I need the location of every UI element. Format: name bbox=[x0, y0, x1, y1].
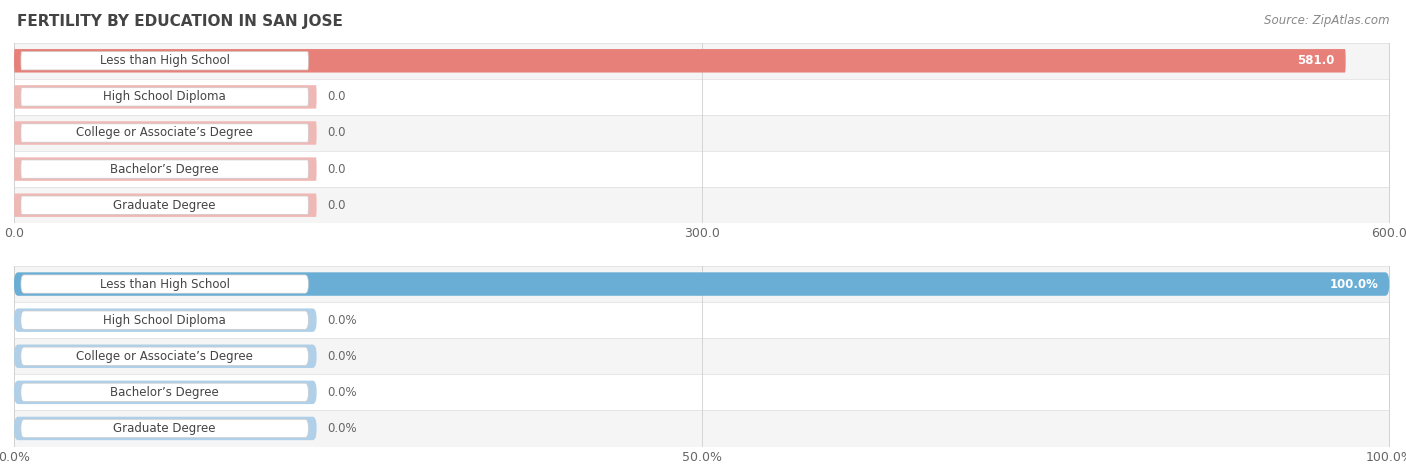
FancyBboxPatch shape bbox=[14, 157, 316, 181]
Text: 0.0: 0.0 bbox=[328, 199, 346, 212]
FancyBboxPatch shape bbox=[14, 308, 316, 332]
FancyBboxPatch shape bbox=[14, 380, 316, 404]
Bar bbox=[14, 302, 1389, 338]
Text: Bachelor’s Degree: Bachelor’s Degree bbox=[110, 386, 219, 399]
Text: College or Associate’s Degree: College or Associate’s Degree bbox=[76, 126, 253, 140]
Text: Bachelor’s Degree: Bachelor’s Degree bbox=[110, 162, 219, 176]
Bar bbox=[14, 79, 1389, 115]
Text: Graduate Degree: Graduate Degree bbox=[114, 199, 217, 212]
Bar bbox=[14, 151, 1389, 187]
Bar bbox=[14, 302, 1389, 338]
Bar bbox=[14, 43, 1389, 79]
Bar bbox=[14, 410, 1389, 446]
Bar bbox=[14, 338, 1389, 374]
Bar bbox=[14, 374, 1389, 410]
Bar bbox=[14, 266, 1389, 302]
FancyBboxPatch shape bbox=[14, 193, 316, 217]
Text: 0.0%: 0.0% bbox=[328, 386, 357, 399]
Bar bbox=[14, 43, 1389, 79]
FancyBboxPatch shape bbox=[21, 196, 308, 214]
Bar bbox=[14, 374, 1389, 410]
FancyBboxPatch shape bbox=[21, 124, 308, 142]
FancyBboxPatch shape bbox=[21, 383, 308, 401]
FancyBboxPatch shape bbox=[14, 344, 316, 368]
Text: 0.0: 0.0 bbox=[328, 162, 346, 176]
Bar bbox=[14, 115, 1389, 151]
Bar bbox=[14, 79, 1389, 115]
Text: 0.0%: 0.0% bbox=[328, 314, 357, 327]
Text: 100.0%: 100.0% bbox=[1329, 277, 1378, 291]
FancyBboxPatch shape bbox=[14, 417, 316, 440]
Bar bbox=[14, 338, 1389, 374]
Bar bbox=[14, 187, 1389, 223]
Bar bbox=[14, 187, 1389, 223]
Bar bbox=[14, 266, 1389, 302]
FancyBboxPatch shape bbox=[14, 121, 316, 145]
Text: High School Diploma: High School Diploma bbox=[103, 90, 226, 104]
Text: 0.0%: 0.0% bbox=[328, 422, 357, 435]
FancyBboxPatch shape bbox=[21, 347, 308, 365]
FancyBboxPatch shape bbox=[21, 275, 308, 293]
Text: 581.0: 581.0 bbox=[1298, 54, 1334, 67]
Text: 0.0: 0.0 bbox=[328, 126, 346, 140]
FancyBboxPatch shape bbox=[14, 49, 1346, 73]
Text: College or Associate’s Degree: College or Associate’s Degree bbox=[76, 350, 253, 363]
Text: High School Diploma: High School Diploma bbox=[103, 314, 226, 327]
FancyBboxPatch shape bbox=[21, 160, 308, 178]
Bar bbox=[14, 115, 1389, 151]
FancyBboxPatch shape bbox=[21, 52, 308, 70]
Bar bbox=[14, 151, 1389, 187]
Text: Graduate Degree: Graduate Degree bbox=[114, 422, 217, 435]
Text: 0.0: 0.0 bbox=[328, 90, 346, 104]
Text: Less than High School: Less than High School bbox=[100, 54, 229, 67]
Text: 0.0%: 0.0% bbox=[328, 350, 357, 363]
FancyBboxPatch shape bbox=[21, 311, 308, 329]
FancyBboxPatch shape bbox=[14, 272, 1389, 296]
FancyBboxPatch shape bbox=[21, 419, 308, 437]
Text: FERTILITY BY EDUCATION IN SAN JOSE: FERTILITY BY EDUCATION IN SAN JOSE bbox=[17, 14, 343, 29]
Bar bbox=[14, 410, 1389, 446]
Text: Less than High School: Less than High School bbox=[100, 277, 229, 291]
Text: Source: ZipAtlas.com: Source: ZipAtlas.com bbox=[1264, 14, 1389, 27]
FancyBboxPatch shape bbox=[21, 88, 308, 106]
FancyBboxPatch shape bbox=[14, 85, 316, 109]
